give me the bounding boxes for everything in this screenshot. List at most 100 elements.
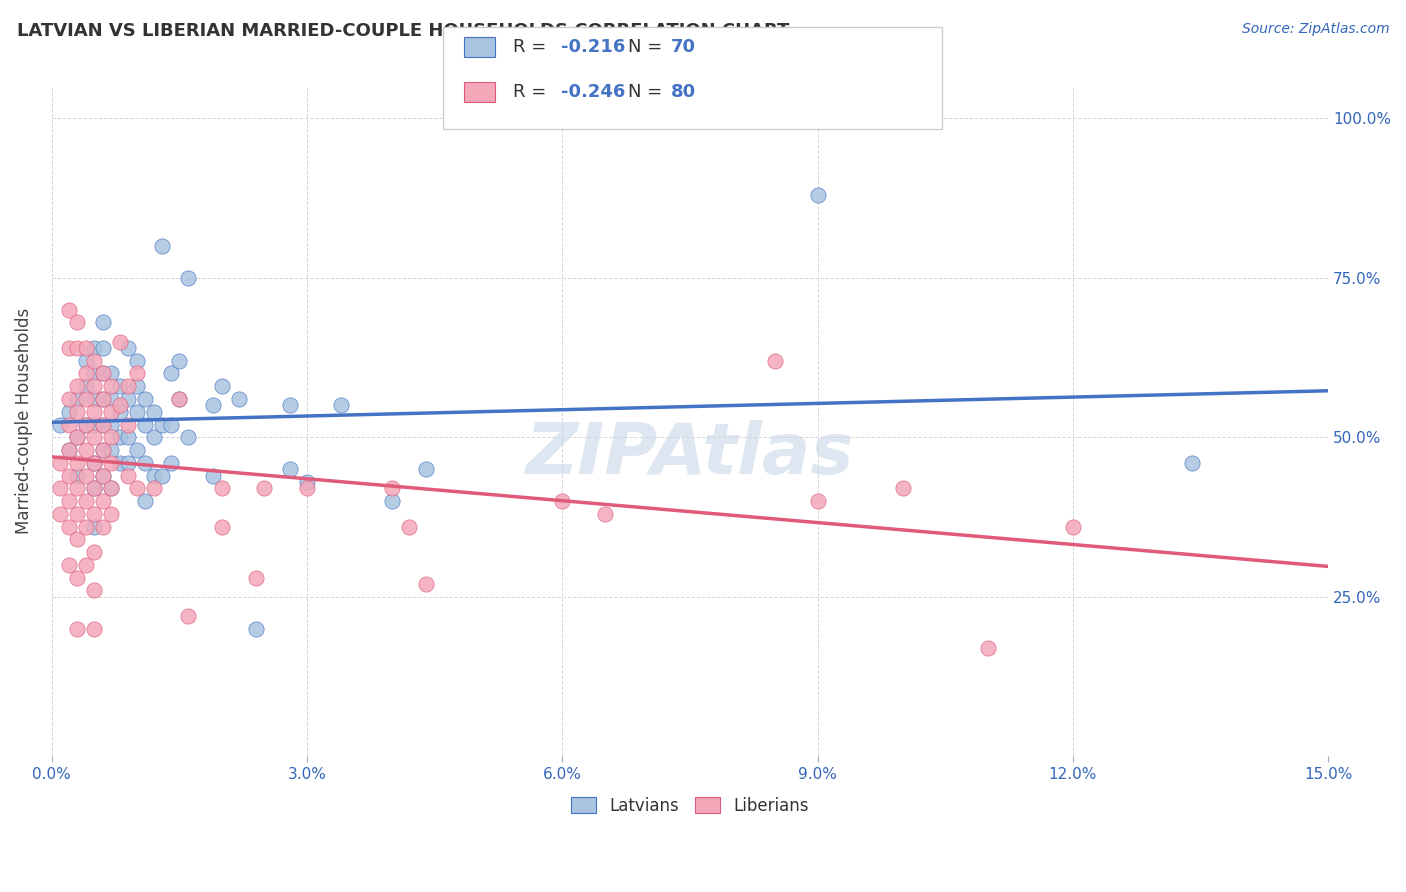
Point [91, 468, 114, 483]
Point [58, 443, 80, 458]
Point [66, 315, 89, 329]
Point [66, 430, 89, 444]
Point [117, 430, 139, 444]
Point [83, 367, 105, 381]
Point [806, 187, 828, 202]
Point [75, 558, 97, 572]
Point [66, 468, 89, 483]
Point [58, 494, 80, 508]
Point [169, 392, 191, 406]
Point [91, 315, 114, 329]
Point [91, 392, 114, 406]
Point [83, 622, 105, 636]
Point [125, 379, 148, 393]
Point [295, 481, 318, 495]
Point [100, 430, 122, 444]
Point [134, 417, 156, 432]
Point [134, 494, 156, 508]
Point [228, 392, 250, 406]
Point [245, 571, 267, 585]
Point [100, 481, 122, 495]
Text: LATVIAN VS LIBERIAN MARRIED-COUPLE HOUSEHOLDS CORRELATION CHART: LATVIAN VS LIBERIAN MARRIED-COUPLE HOUSE… [17, 22, 789, 40]
Point [891, 481, 914, 495]
Point [66, 571, 89, 585]
Point [278, 462, 301, 476]
Point [83, 405, 105, 419]
Point [125, 353, 148, 368]
Point [91, 468, 114, 483]
Point [75, 379, 97, 393]
Point [202, 468, 225, 483]
Point [108, 334, 131, 349]
Point [91, 392, 114, 406]
Point [125, 481, 148, 495]
Point [83, 545, 105, 559]
Point [83, 430, 105, 444]
Point [117, 417, 139, 432]
Point [91, 367, 114, 381]
Point [202, 398, 225, 412]
Point [108, 379, 131, 393]
Point [177, 430, 200, 444]
Legend: Latvians, Liberians: Latvians, Liberians [564, 790, 815, 822]
Point [1181, 456, 1204, 470]
Point [83, 583, 105, 598]
Point [91, 443, 114, 458]
Point [83, 481, 105, 495]
Point [977, 640, 1000, 655]
Text: 70: 70 [671, 38, 696, 56]
Point [75, 341, 97, 355]
Point [211, 481, 233, 495]
Point [117, 468, 139, 483]
Point [91, 367, 114, 381]
Point [142, 481, 165, 495]
Point [415, 577, 437, 591]
Point [49, 481, 72, 495]
Point [58, 392, 80, 406]
Point [134, 456, 156, 470]
Point [398, 519, 420, 533]
Point [100, 507, 122, 521]
Text: -0.216: -0.216 [561, 38, 626, 56]
Point [142, 405, 165, 419]
Text: -0.246: -0.246 [561, 83, 626, 101]
Point [330, 398, 353, 412]
Point [66, 533, 89, 547]
Point [75, 519, 97, 533]
Point [83, 456, 105, 470]
Point [125, 367, 148, 381]
Point [160, 456, 183, 470]
Point [100, 481, 122, 495]
Y-axis label: Married-couple Households: Married-couple Households [15, 308, 32, 534]
Point [66, 379, 89, 393]
Point [381, 494, 404, 508]
Point [75, 417, 97, 432]
Point [58, 519, 80, 533]
Point [117, 379, 139, 393]
Point [75, 468, 97, 483]
Point [150, 417, 173, 432]
Point [58, 558, 80, 572]
Text: R =: R = [513, 38, 553, 56]
Point [75, 417, 97, 432]
Point [108, 405, 131, 419]
Point [75, 392, 97, 406]
Point [253, 481, 276, 495]
Point [83, 417, 105, 432]
Point [177, 270, 200, 285]
Point [150, 468, 173, 483]
Point [58, 341, 80, 355]
Point [100, 456, 122, 470]
Point [49, 417, 72, 432]
Point [134, 392, 156, 406]
Point [125, 405, 148, 419]
Point [83, 341, 105, 355]
Point [169, 353, 191, 368]
Point [381, 481, 404, 495]
Point [66, 341, 89, 355]
Point [169, 392, 191, 406]
Point [100, 367, 122, 381]
Point [117, 392, 139, 406]
Point [100, 443, 122, 458]
Point [91, 341, 114, 355]
